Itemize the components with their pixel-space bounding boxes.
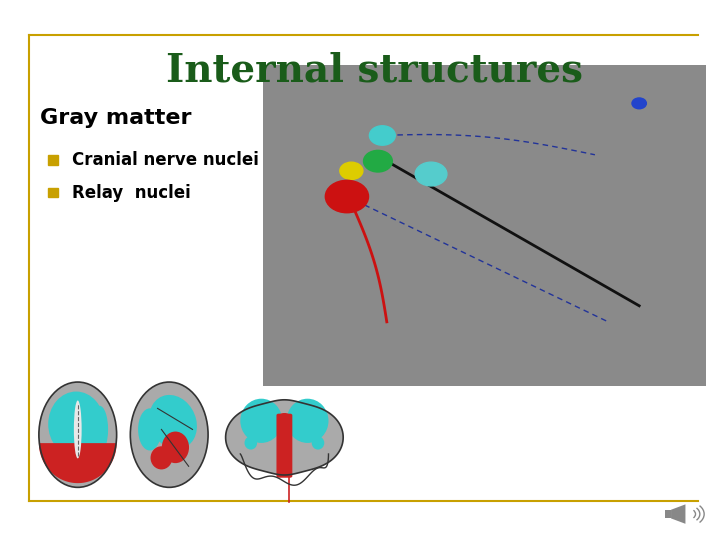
Ellipse shape <box>312 436 324 450</box>
Ellipse shape <box>48 392 104 457</box>
Text: Relay  nuclei: Relay nuclei <box>72 184 191 202</box>
Bar <box>48 156 58 165</box>
Ellipse shape <box>130 382 208 487</box>
Polygon shape <box>39 443 117 483</box>
Circle shape <box>369 126 395 145</box>
Text: Gray matter: Gray matter <box>40 108 191 128</box>
Circle shape <box>278 414 291 423</box>
Ellipse shape <box>245 436 257 450</box>
Ellipse shape <box>138 408 161 450</box>
Bar <box>263 65 706 386</box>
Polygon shape <box>671 504 685 524</box>
Bar <box>48 188 58 197</box>
Ellipse shape <box>39 382 117 487</box>
Text: Cranial nerve nuclei: Cranial nerve nuclei <box>72 151 259 170</box>
Text: Internal structures: Internal structures <box>166 51 583 89</box>
Ellipse shape <box>287 399 328 443</box>
Circle shape <box>632 98 647 109</box>
Circle shape <box>340 162 363 179</box>
Ellipse shape <box>162 431 189 463</box>
Circle shape <box>364 150 392 172</box>
Polygon shape <box>225 400 343 475</box>
Circle shape <box>415 162 447 186</box>
Ellipse shape <box>149 395 197 449</box>
FancyBboxPatch shape <box>276 414 292 478</box>
Ellipse shape <box>150 446 172 469</box>
Bar <box>665 510 671 518</box>
Ellipse shape <box>91 406 108 453</box>
Ellipse shape <box>74 401 81 458</box>
Circle shape <box>325 180 369 213</box>
Ellipse shape <box>240 399 282 443</box>
